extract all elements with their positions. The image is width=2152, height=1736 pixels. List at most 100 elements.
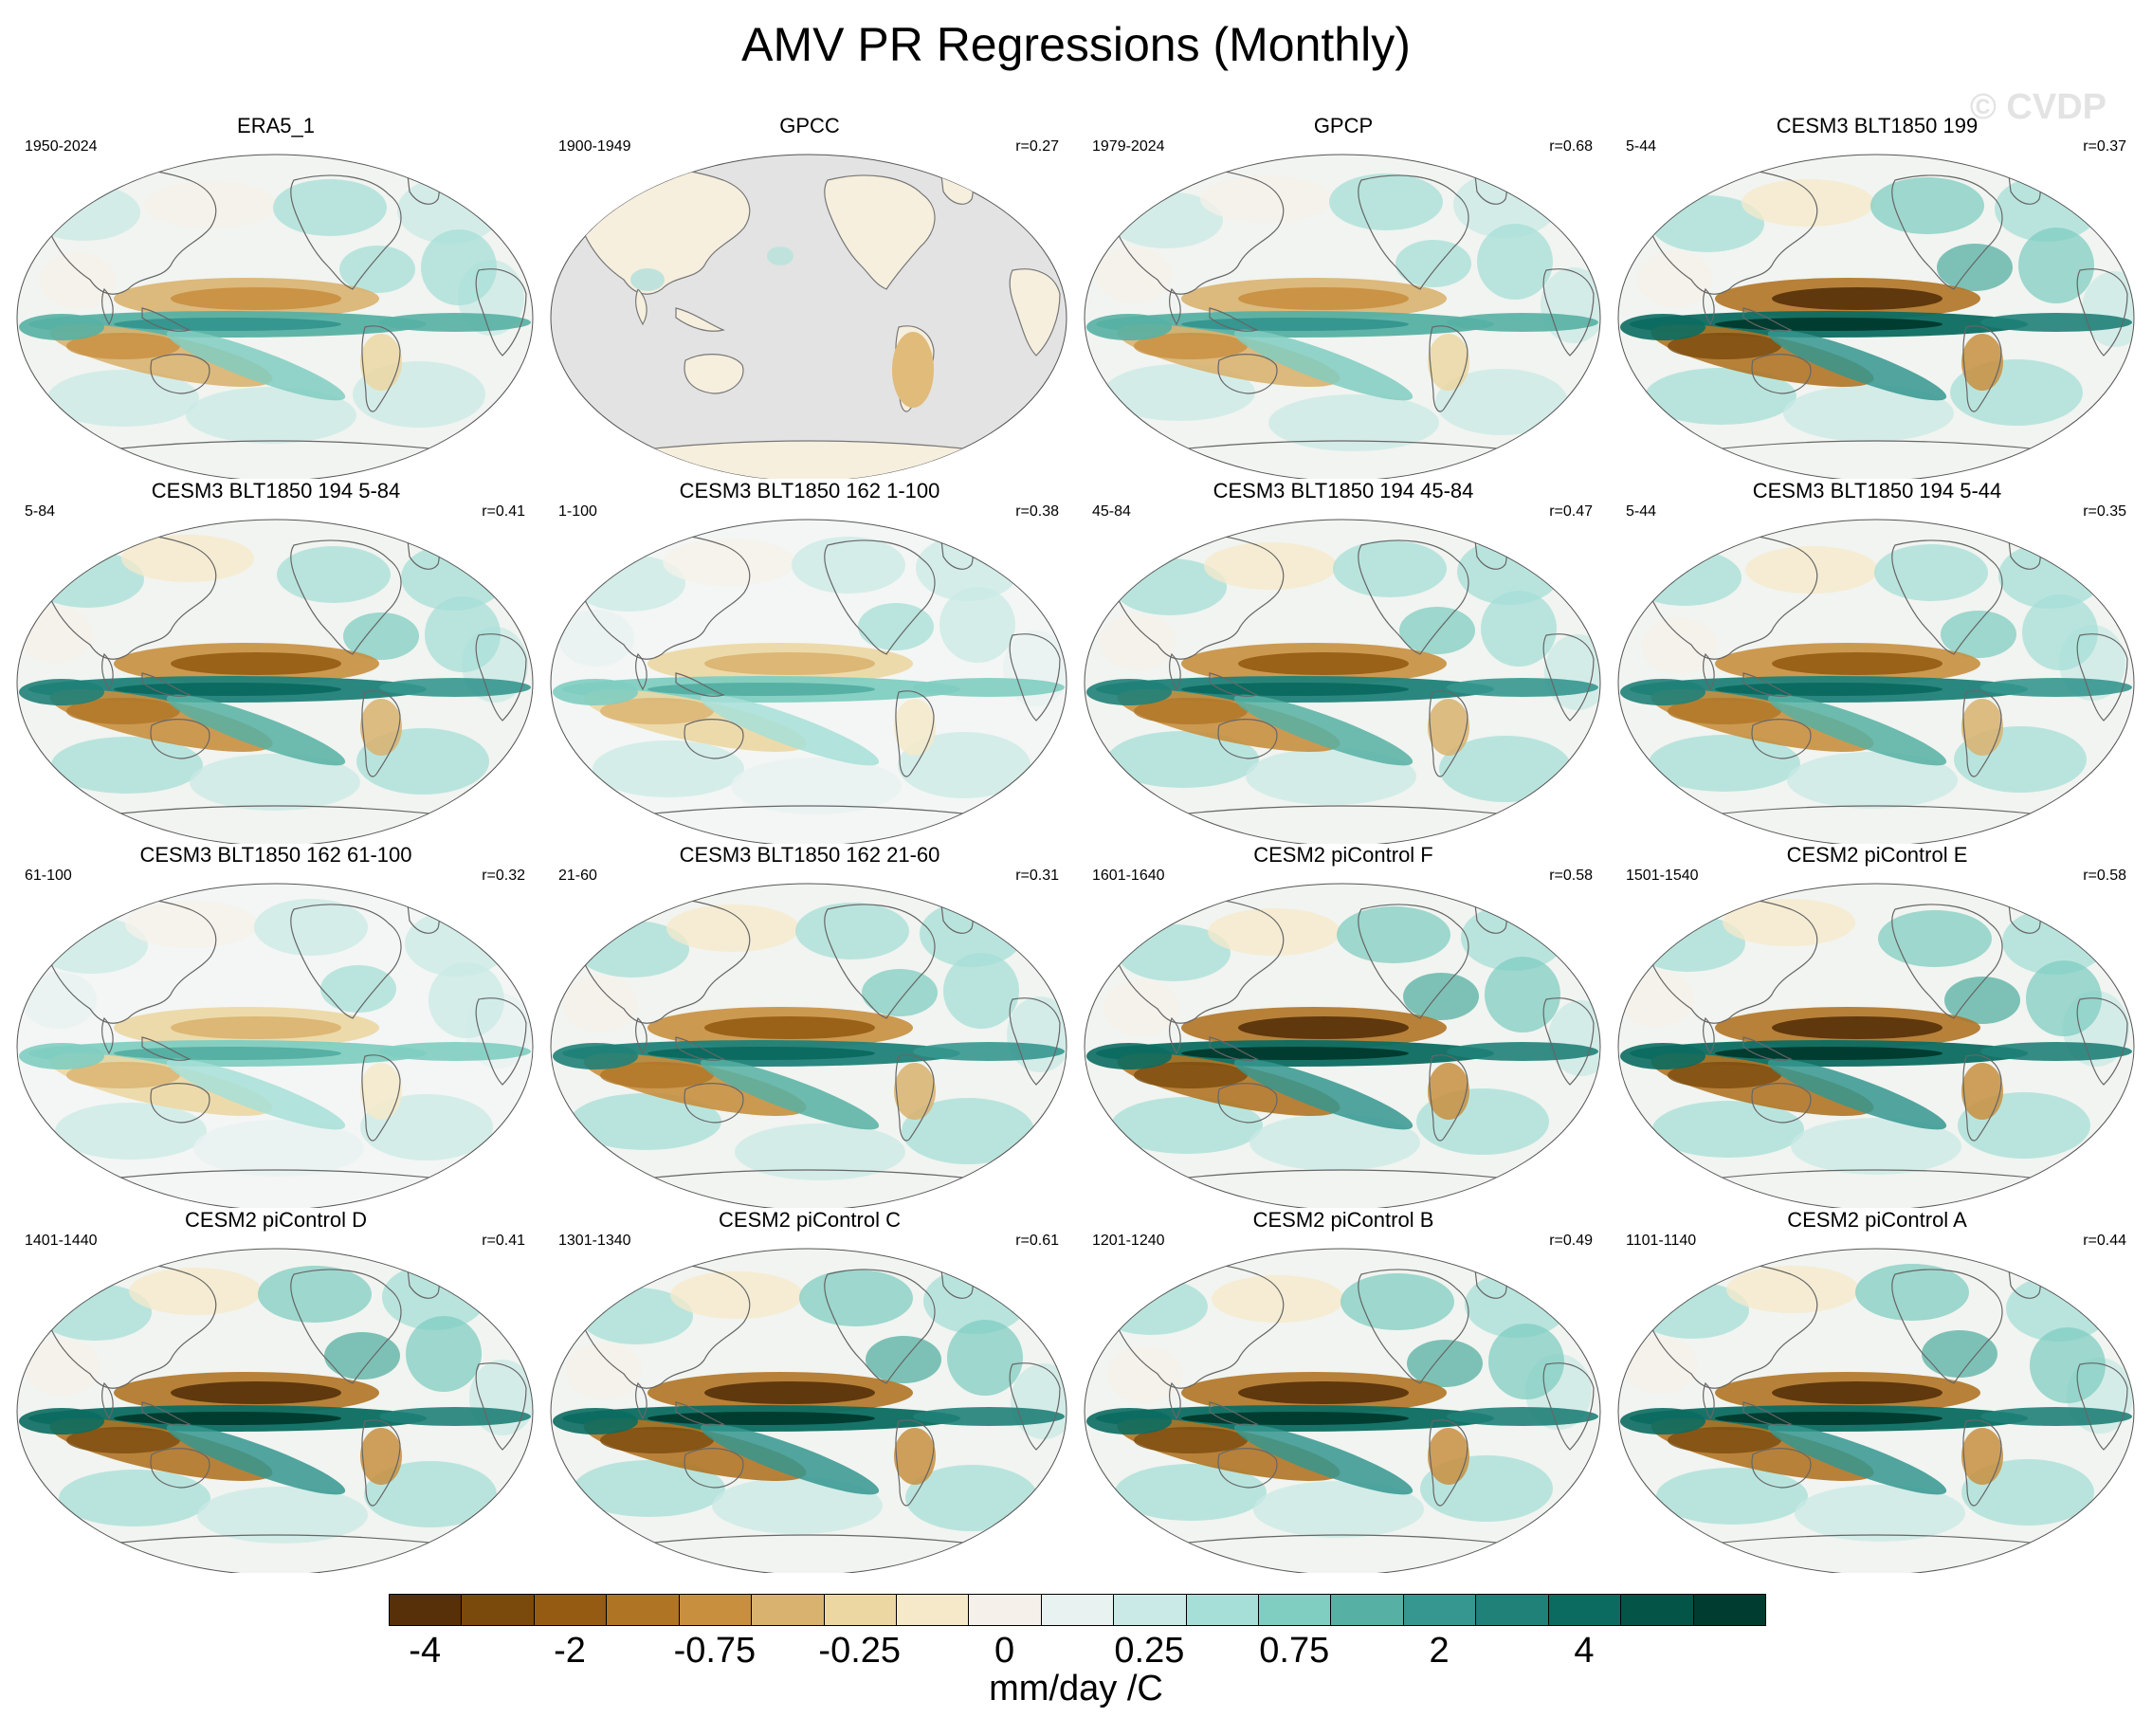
regression-map — [1617, 883, 2135, 1208]
map-panel: CESM2 piControl D 1401-1440 r=0.41 — [9, 1208, 542, 1573]
colorbar-swatch — [389, 1594, 463, 1626]
panel-period: 5-44 — [1626, 503, 1657, 520]
panel-correlation: r=0.49 — [1549, 1233, 1593, 1249]
regression-map — [1084, 883, 1601, 1208]
panel-title: CESM2 piControl D — [185, 1208, 367, 1232]
regression-map — [1084, 519, 1601, 844]
panel-period: 61-100 — [25, 868, 72, 884]
panel-period: 21-60 — [558, 868, 597, 884]
panel-correlation: r=0.68 — [1549, 138, 1593, 155]
regression-map — [550, 1248, 1067, 1573]
colorbar-swatch — [533, 1594, 608, 1626]
panel-correlation: r=0.41 — [482, 503, 525, 520]
panel-correlation: r=0.58 — [2083, 868, 2126, 884]
figure-title: AMV PR Regressions (Monthly) — [741, 18, 1411, 71]
map-panel: CESM3 BLT1850 199 5-44 r=0.37 — [1611, 114, 2143, 479]
map-panel: CESM3 BLT1850 194 5-84 5-84 r=0.41 — [9, 479, 542, 844]
panel-title: CESM3 BLT1850 194 5-44 — [1752, 479, 2002, 503]
panel-period: 1979-2024 — [1092, 138, 1165, 155]
panel-correlation: r=0.27 — [1015, 138, 1059, 155]
panel-title: CESM3 BLT1850 194 45-84 — [1213, 479, 1474, 503]
map-panel: CESM2 piControl C 1301-1340 r=0.61 — [543, 1208, 1076, 1573]
panel-title: GPCP — [1313, 114, 1374, 137]
map-panel: CESM3 BLT1850 194 45-84 45-84 r=0.47 — [1077, 479, 1610, 844]
panel-period: 5-84 — [25, 503, 56, 520]
panel-period: 1301-1340 — [558, 1233, 631, 1249]
colorbar-swatch — [751, 1594, 825, 1626]
panel-title: CESM2 piControl F — [1253, 843, 1433, 867]
panel-correlation: r=0.38 — [1015, 503, 1059, 520]
regression-map — [1084, 154, 1601, 479]
regression-map — [16, 519, 534, 844]
map-panel: CESM3 BLT1850 162 1-100 1-100 r=0.38 — [543, 479, 1076, 844]
panel-period: 1401-1440 — [25, 1233, 98, 1249]
map-panel: CESM3 BLT1850 162 61-100 61-100 r=0.32 — [9, 843, 542, 1208]
colorbar-tick-label: 2 — [1429, 1631, 1450, 1671]
regression-map — [550, 883, 1067, 1208]
colorbar-tick-label: -0.25 — [818, 1631, 902, 1671]
colorbar-swatch — [895, 1594, 970, 1626]
colorbar-tick-label: -4 — [409, 1631, 442, 1671]
colorbar-tick-label: 4 — [1574, 1631, 1595, 1671]
panel-period: 1601-1640 — [1092, 868, 1165, 884]
map-panel: CESM3 BLT1850 162 21-60 21-60 r=0.31 — [543, 843, 1076, 1208]
panel-correlation: r=0.35 — [2083, 503, 2126, 520]
colorbar-swatch — [823, 1594, 897, 1626]
colorbar-swatch — [1475, 1594, 1549, 1626]
panel-period: 1950-2024 — [25, 138, 98, 155]
colorbar-tick-label: -0.75 — [673, 1631, 757, 1671]
panel-correlation: r=0.37 — [2083, 138, 2126, 155]
colorbar-swatch — [606, 1594, 680, 1626]
regression-map — [16, 1248, 534, 1573]
colorbar-units: mm/day /C — [989, 1669, 1163, 1709]
colorbar-swatch — [1185, 1594, 1260, 1626]
panel-title: CESM2 piControl A — [1787, 1208, 1967, 1232]
colorbar-swatch — [1258, 1594, 1332, 1626]
colorbar-swatch — [1620, 1594, 1694, 1626]
map-panel: CESM2 piControl E 1501-1540 r=0.58 — [1611, 843, 2143, 1208]
colorbar — [389, 1594, 1766, 1626]
colorbar-swatch — [968, 1594, 1042, 1626]
panel-title: CESM3 BLT1850 162 21-60 — [679, 843, 940, 867]
cvdp-watermark: © CVDP — [1969, 87, 2106, 127]
colorbar-swatch — [1402, 1594, 1477, 1626]
regression-map — [16, 154, 534, 479]
panel-period: 1101-1140 — [1626, 1233, 1697, 1249]
map-panel: ERA5_1 1950-2024 — [9, 114, 542, 479]
regression-map — [16, 883, 534, 1208]
regression-map — [550, 154, 1067, 479]
map-panel: CESM2 piControl B 1201-1240 r=0.49 — [1077, 1208, 1610, 1573]
panel-title: CESM2 piControl B — [1252, 1208, 1434, 1232]
regression-map — [1617, 154, 2135, 479]
map-panel: CESM2 piControl F 1601-1640 r=0.58 — [1077, 843, 1610, 1208]
map-panel: CESM2 piControl A 1101-1140 r=0.44 — [1611, 1208, 2143, 1573]
panel-title: CESM3 BLT1850 162 1-100 — [679, 479, 940, 503]
panel-period: 5-44 — [1626, 138, 1657, 155]
panel-title: CESM3 BLT1850 199 — [1776, 114, 1979, 137]
panel-period: 1-100 — [558, 503, 597, 520]
panel-period: 1501-1540 — [1626, 868, 1699, 884]
colorbar-tick-label: 0 — [994, 1631, 1015, 1671]
panel-period: 1201-1240 — [1092, 1233, 1165, 1249]
panel-title: CESM2 piControl C — [719, 1208, 901, 1232]
regression-map — [1617, 1248, 2135, 1573]
panel-period: 45-84 — [1092, 503, 1131, 520]
panel-correlation: r=0.31 — [1015, 868, 1059, 884]
regression-map — [1617, 519, 2135, 844]
colorbar-swatch — [1547, 1594, 1622, 1626]
colorbar-swatch — [461, 1594, 535, 1626]
panel-title: ERA5_1 — [237, 114, 315, 137]
panel-title: CESM3 BLT1850 194 5-84 — [151, 479, 401, 503]
regression-map — [550, 519, 1067, 844]
panel-correlation: r=0.47 — [1549, 503, 1593, 520]
colorbar-swatch — [1113, 1594, 1187, 1626]
colorbar-tick-label: -2 — [554, 1631, 586, 1671]
panel-title: GPCC — [779, 114, 840, 137]
colorbar-tick-label: 0.25 — [1114, 1631, 1185, 1671]
panel-period: 1900-1949 — [558, 138, 631, 155]
panel-correlation: r=0.58 — [1549, 868, 1593, 884]
panel-correlation: r=0.61 — [1015, 1233, 1059, 1249]
colorbar-swatch — [1692, 1594, 1766, 1626]
panel-correlation: r=0.32 — [482, 868, 525, 884]
colorbar-tick-label: 0.75 — [1259, 1631, 1330, 1671]
